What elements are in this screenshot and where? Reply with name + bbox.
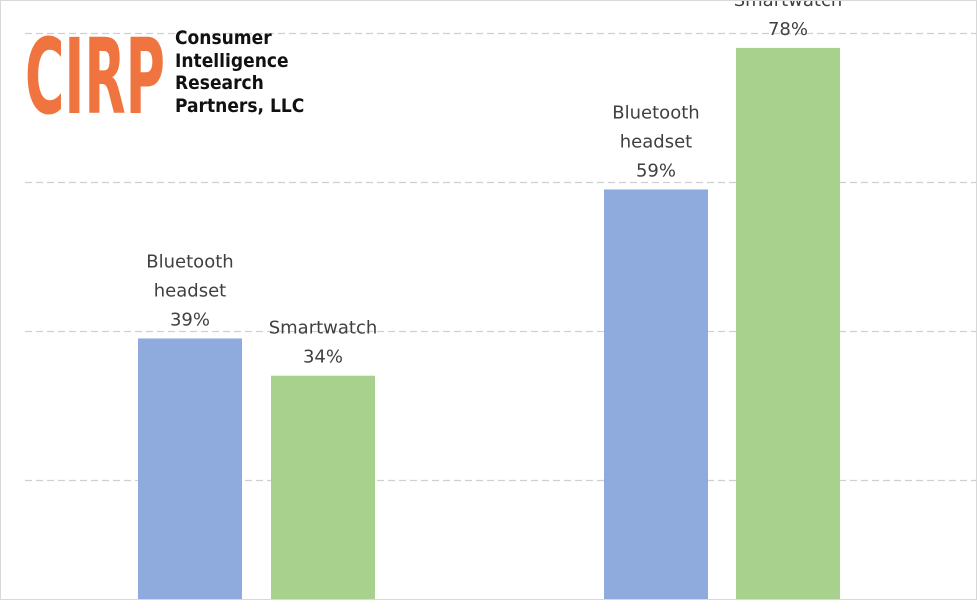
bar — [736, 47, 840, 599]
bar-series-label: Bluetooth — [612, 102, 699, 123]
bar-value-label: 39% — [170, 309, 210, 330]
bar — [604, 189, 708, 599]
bar — [138, 338, 242, 599]
bars — [138, 47, 840, 599]
logo-name-line: Intelligence — [175, 49, 289, 72]
logo-name-line: Partners, LLC — [175, 94, 305, 117]
bar-series-label: Bluetooth — [146, 251, 233, 272]
bar-series-label: Smartwatch — [269, 318, 378, 339]
bar-series-label: Smartwatch — [734, 1, 843, 11]
bar-value-label: 59% — [636, 160, 676, 181]
logo-name-line: Research — [175, 72, 264, 94]
cirp-logo-company-name: Consumer Intelligence Research Partners,… — [175, 27, 325, 117]
data-labels: Bluetooth headset 39% Smartwatch 34% Bluetoot… — [146, 1, 842, 368]
bar-series-label: headset — [154, 280, 226, 301]
bar-value-label: 34% — [303, 347, 343, 368]
bar — [271, 375, 375, 599]
logo-name-line: Consumer — [175, 27, 272, 49]
bar-value-label: 78% — [768, 19, 808, 40]
cirp-logo-mark: CIRP — [25, 27, 165, 119]
bar-series-label: headset — [620, 131, 692, 152]
cirp-logo-letters: CIRP — [25, 27, 165, 119]
